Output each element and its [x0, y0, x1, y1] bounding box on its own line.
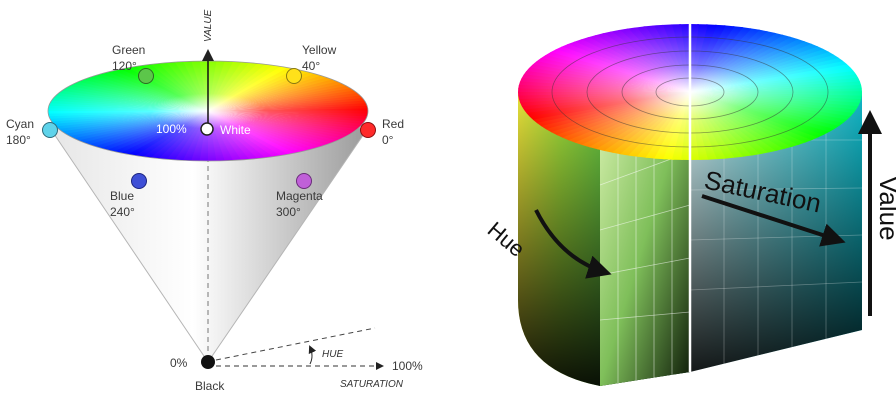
cyan-point	[42, 122, 58, 138]
green-degree: 120°	[112, 59, 137, 73]
yellow-degree: 40°	[302, 59, 320, 73]
black-label: Black	[195, 379, 225, 393]
bottom-percent-label: 0%	[170, 356, 188, 370]
magenta-point	[296, 173, 312, 189]
black-point	[201, 355, 215, 369]
green-point	[138, 68, 154, 84]
cyan-degree: 180°	[6, 133, 31, 147]
blue-label: Blue	[110, 189, 134, 203]
blue-degree: 240°	[110, 205, 135, 219]
hsv-cylinder-diagram: Hue Saturation Value	[483, 0, 896, 386]
red-degree: 0°	[382, 133, 394, 147]
red-point	[360, 122, 376, 138]
magenta-label: Magenta	[276, 189, 323, 203]
white-point	[200, 122, 214, 136]
hsv-cone-diagram: VALUE 100% White Red 0° Yellow 40° Green…	[6, 9, 423, 393]
hue-reference-line	[215, 327, 376, 361]
value-axis-label: VALUE	[203, 9, 214, 42]
green-label: Green	[112, 43, 145, 57]
saturation-arrow	[701, 194, 846, 247]
yellow-label: Yellow	[302, 43, 337, 57]
center-percent-label: 100%	[156, 122, 187, 136]
cut-face-left	[600, 92, 690, 386]
yellow-point	[286, 68, 302, 84]
value-label: Value	[874, 176, 896, 241]
blue-point	[131, 173, 147, 189]
saturation-end-label: 100%	[392, 359, 423, 373]
cylinder-top-hue-disc	[518, 24, 862, 160]
cyan-label: Cyan	[6, 117, 34, 131]
saturation-axis-label: SATURATION	[340, 379, 404, 390]
cone-body	[49, 127, 369, 363]
hue-angle-arc	[308, 345, 317, 365]
red-label: Red	[382, 117, 404, 131]
hue-arrow	[534, 209, 612, 279]
hue-arc-label: HUE	[322, 349, 343, 360]
magenta-degree: 300°	[276, 205, 301, 219]
white-label: White	[220, 123, 251, 137]
